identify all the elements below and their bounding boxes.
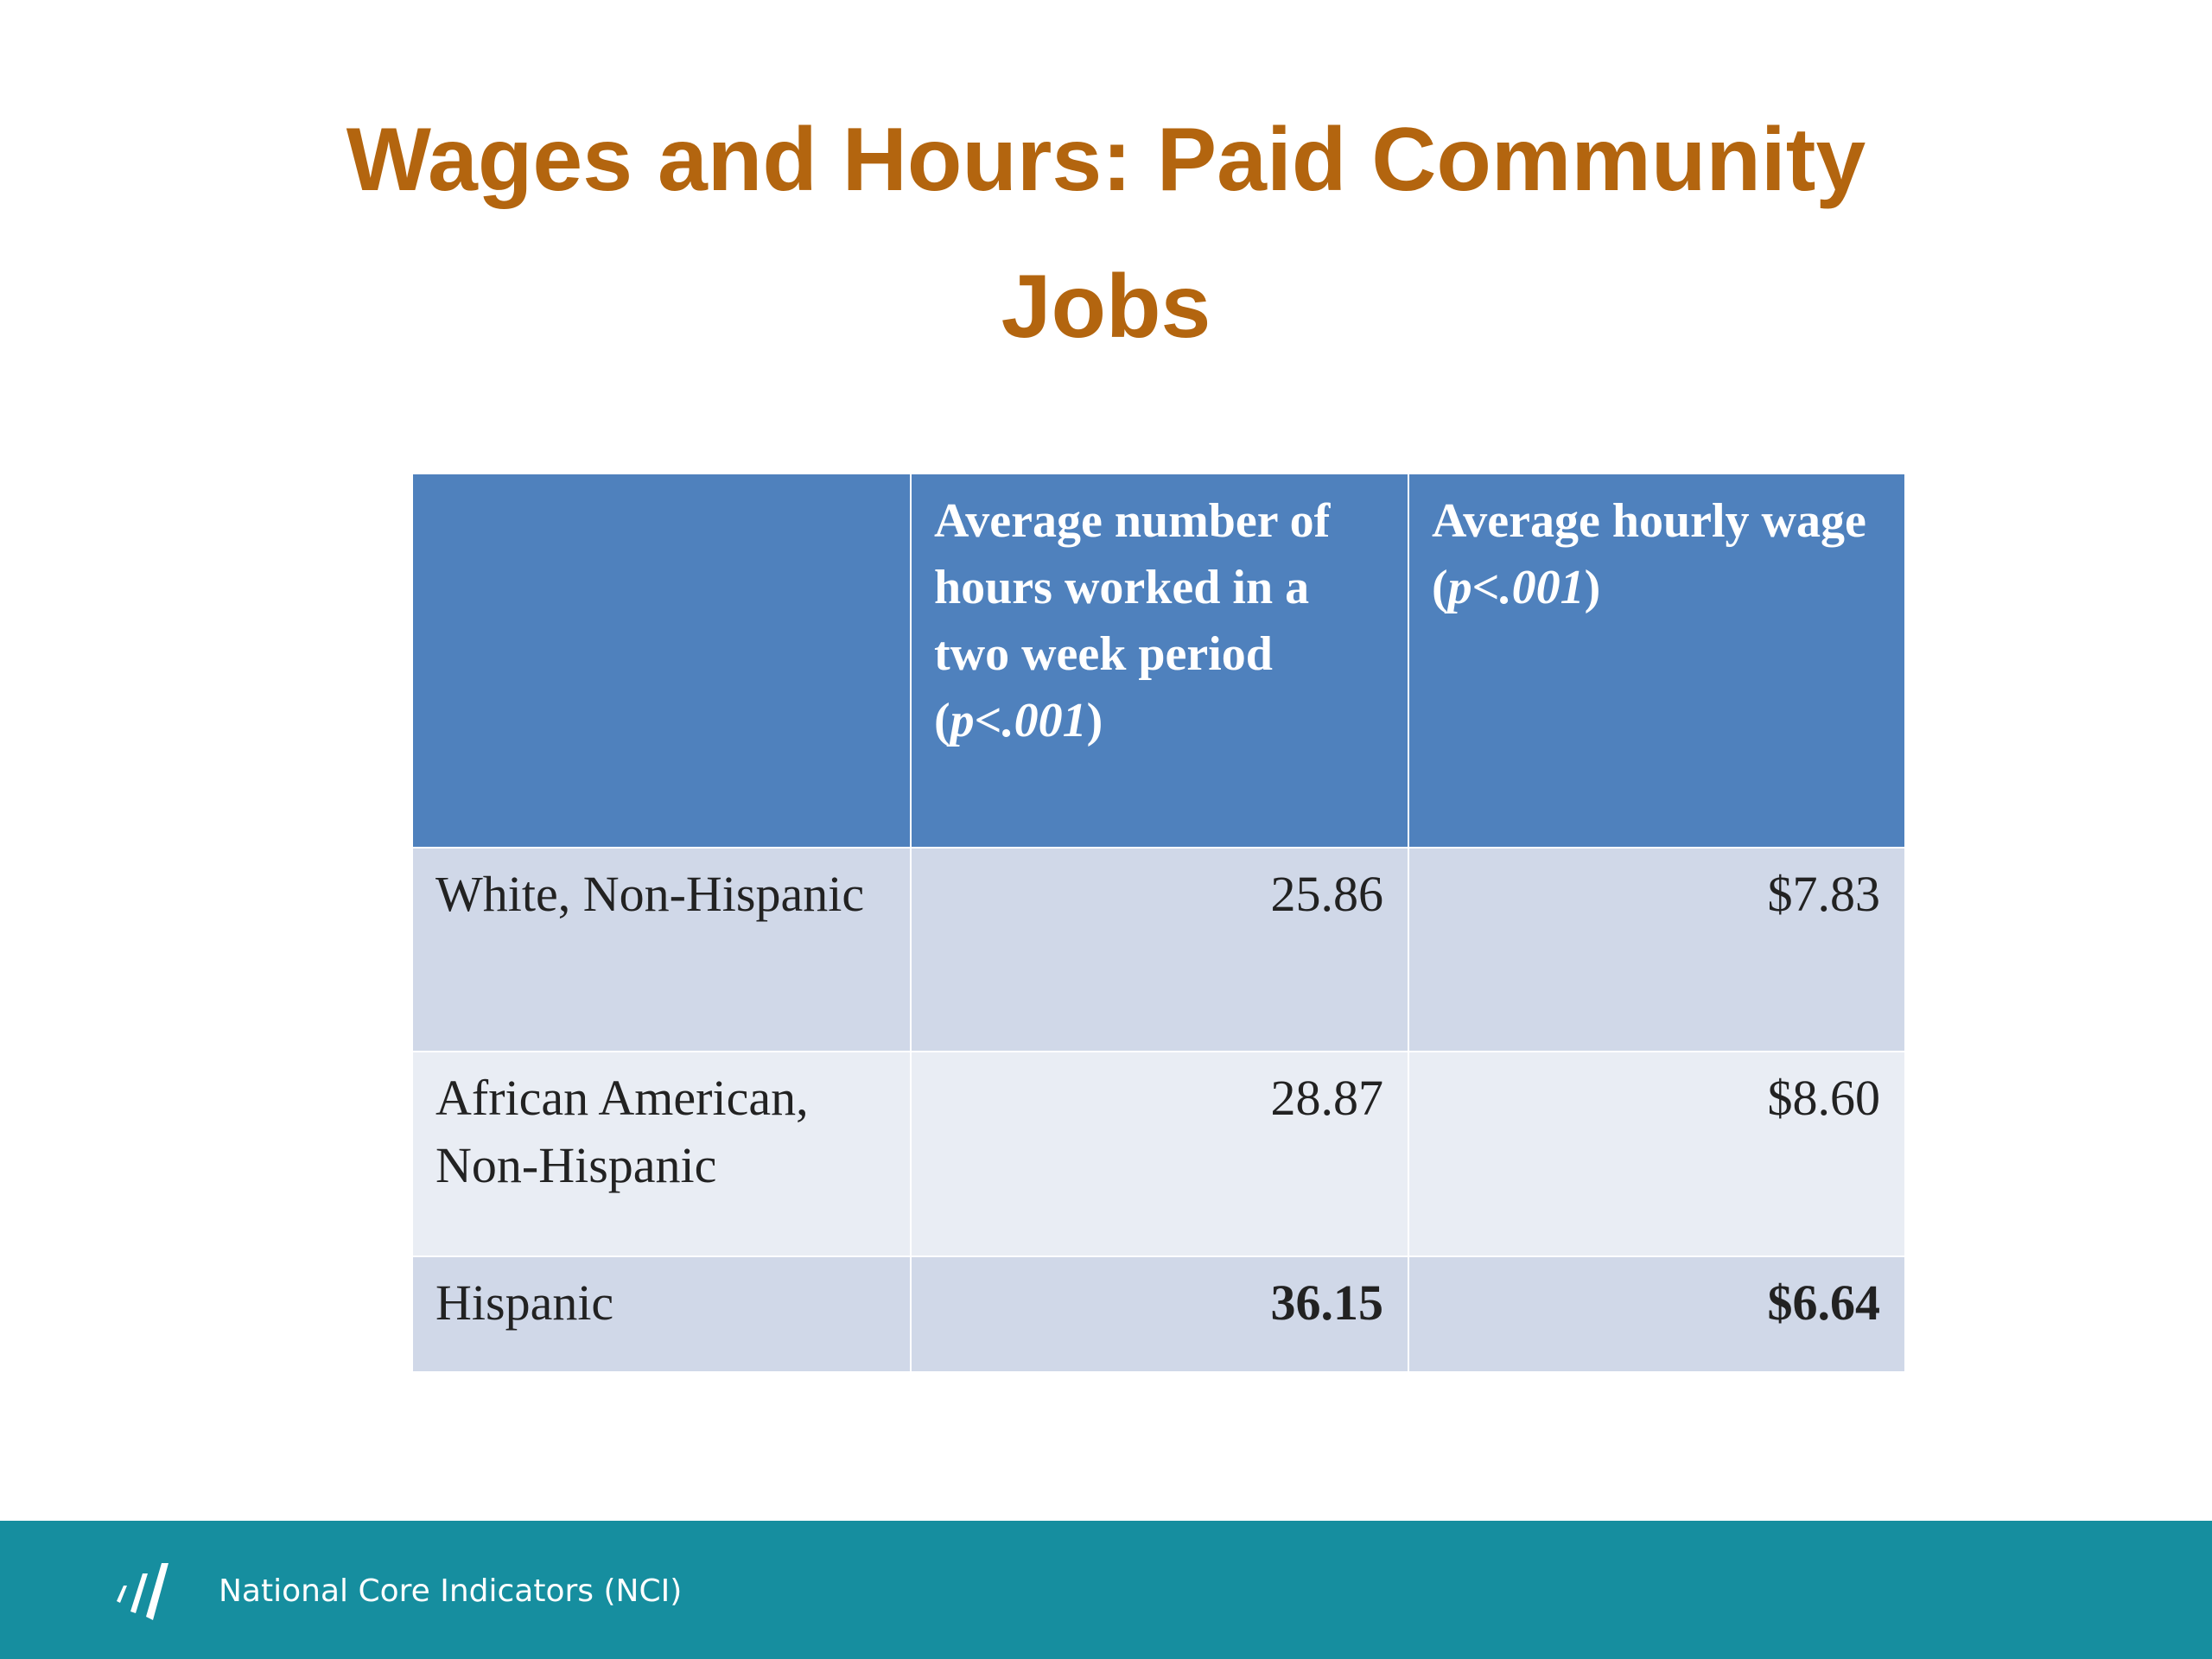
footer-band (0, 1521, 2212, 1659)
logo (117, 1563, 168, 1620)
table-value: 25.86 (912, 849, 1408, 1051)
table-value: $6.64 (1409, 1257, 1904, 1371)
row-label: Hispanic (413, 1257, 910, 1371)
footer-text: National Core Indicators (NCI) (219, 1573, 683, 1609)
header-text: ) (1584, 561, 1601, 614)
header-cell (413, 474, 910, 847)
table-value: $8.60 (1409, 1052, 1904, 1255)
table-value: 36.15 (912, 1257, 1408, 1371)
header-text: Average hourly wage ( (1432, 494, 1866, 614)
header-cell: Average number of hours worked in a two … (912, 474, 1408, 847)
slide-title: Wages and Hours: Paid Community Jobs (346, 110, 1866, 357)
header-text: Average number of hours worked in a two … (934, 494, 1331, 747)
row-label: White, Non-Hispanic (413, 849, 910, 1051)
table-value: 28.87 (912, 1052, 1408, 1255)
header-text: ) (1086, 694, 1103, 747)
header-text: p<.001 (950, 694, 1087, 747)
row-label: African American, Non-Hispanic (413, 1052, 910, 1255)
header-text: p<.001 (1447, 561, 1585, 614)
header-cell: Average hourly wage (p<.001) (1409, 474, 1904, 847)
table-value: $7.83 (1409, 849, 1904, 1051)
